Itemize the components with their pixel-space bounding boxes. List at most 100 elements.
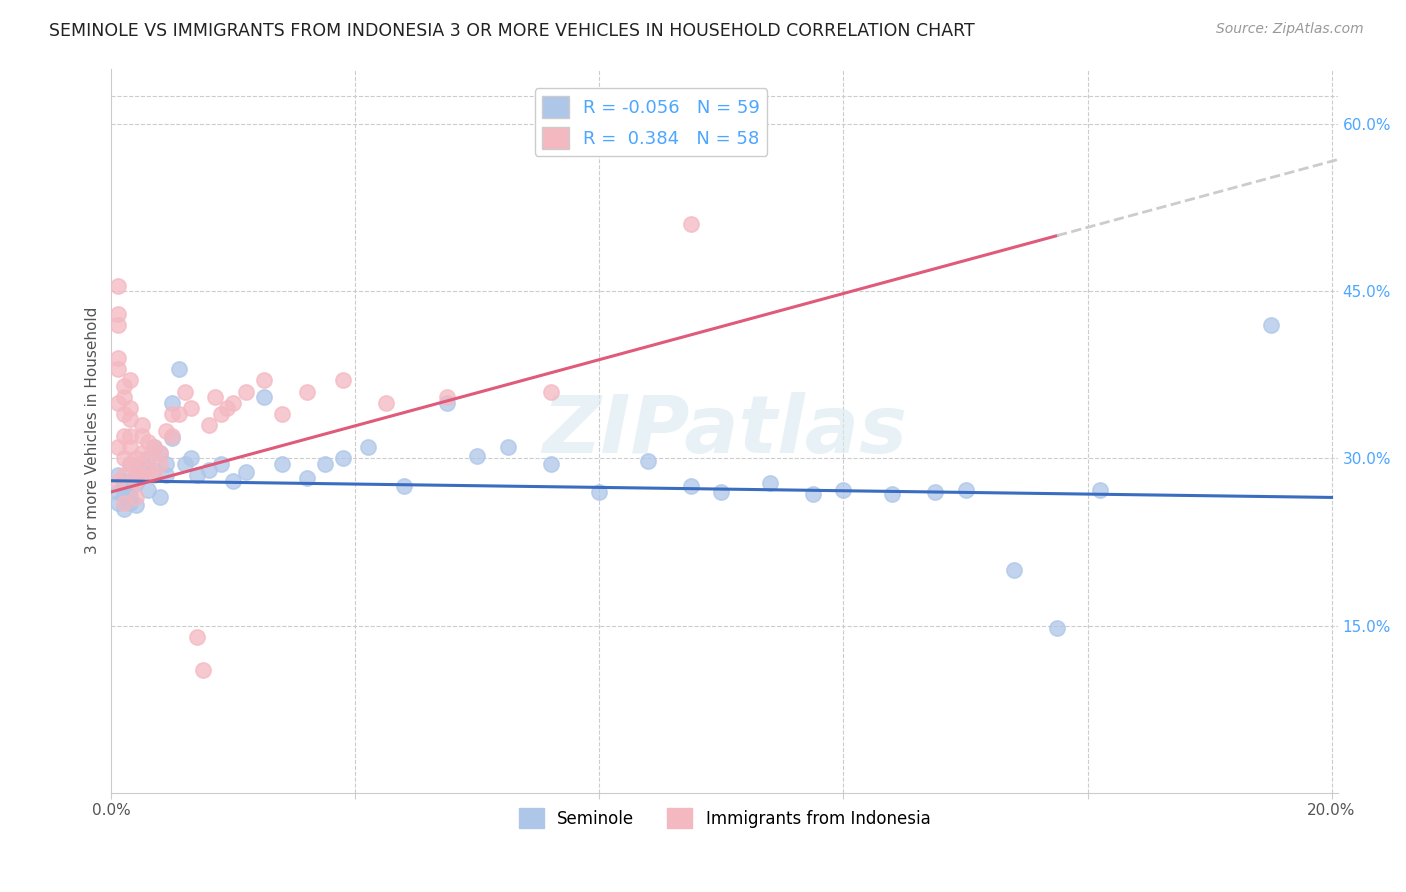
Point [112, 429, 135, 443]
Point [112, 479, 135, 493]
Point [125, 451, 148, 466]
Point [107, 496, 129, 510]
Point [118, 440, 141, 454]
Point [136, 434, 159, 449]
Text: SEMINOLE VS IMMIGRANTS FROM INDONESIA 3 OR MORE VEHICLES IN HOUSEHOLD CORRELATIO: SEMINOLE VS IMMIGRANTS FROM INDONESIA 3 … [49, 22, 974, 40]
Point [467, 449, 489, 463]
Point [882, 487, 904, 501]
Point [924, 484, 946, 499]
Point [118, 374, 141, 388]
Point [180, 401, 202, 416]
Point [118, 412, 141, 426]
Point [136, 451, 159, 466]
Point [235, 465, 257, 479]
Point [107, 307, 129, 321]
Point [832, 483, 855, 497]
Point [198, 417, 221, 432]
Point [112, 468, 135, 483]
Point [271, 457, 294, 471]
Point [167, 407, 190, 421]
Point [496, 440, 519, 454]
Point [271, 407, 294, 421]
Point [125, 491, 148, 505]
Point [125, 498, 148, 512]
Point [180, 451, 202, 466]
Point [637, 453, 659, 467]
Point [112, 496, 135, 510]
Point [801, 487, 824, 501]
Point [131, 417, 153, 432]
Point [107, 351, 129, 366]
Point [112, 390, 135, 404]
Point [710, 484, 733, 499]
Point [143, 440, 166, 454]
Point [107, 395, 129, 409]
Point [118, 457, 141, 471]
Point [436, 390, 458, 404]
Point [112, 451, 135, 466]
Point [107, 278, 129, 293]
Point [107, 484, 129, 499]
Text: Source: ZipAtlas.com: Source: ZipAtlas.com [1216, 22, 1364, 37]
Point [149, 446, 172, 460]
Point [332, 451, 354, 466]
Point [125, 474, 148, 488]
Point [112, 487, 135, 501]
Point [112, 474, 135, 488]
Point [394, 479, 416, 493]
Point [679, 218, 702, 232]
Point [759, 475, 782, 490]
Point [540, 457, 562, 471]
Point [143, 440, 166, 454]
Point [143, 462, 166, 476]
Point [235, 384, 257, 399]
Point [253, 374, 276, 388]
Point [118, 429, 141, 443]
Point [173, 384, 195, 399]
Point [131, 462, 153, 476]
Point [295, 384, 318, 399]
Point [222, 474, 245, 488]
Point [136, 451, 159, 466]
Point [162, 429, 184, 443]
Point [136, 483, 159, 497]
Point [1088, 483, 1111, 497]
Point [131, 457, 153, 471]
Point [118, 457, 141, 471]
Point [107, 440, 129, 454]
Point [1002, 563, 1025, 577]
Point [131, 446, 153, 460]
Point [125, 468, 148, 483]
Point [332, 374, 354, 388]
Point [540, 384, 562, 399]
Point [155, 468, 177, 483]
Point [112, 501, 135, 516]
Point [295, 471, 318, 485]
Point [155, 457, 177, 471]
Point [112, 407, 135, 421]
Point [107, 474, 129, 488]
Point [125, 462, 148, 476]
Point [107, 318, 129, 332]
Y-axis label: 3 or more Vehicles in Household: 3 or more Vehicles in Household [86, 307, 100, 554]
Point [118, 401, 141, 416]
Point [436, 395, 458, 409]
Point [679, 479, 702, 493]
Point [131, 468, 153, 483]
Point [112, 379, 135, 393]
Point [125, 475, 148, 490]
Point [173, 457, 195, 471]
Point [198, 462, 221, 476]
Point [162, 407, 184, 421]
Point [136, 462, 159, 476]
Point [167, 362, 190, 376]
Point [209, 457, 232, 471]
Point [253, 390, 276, 404]
Point [191, 663, 214, 677]
Point [149, 457, 172, 471]
Point [118, 496, 141, 510]
Point [186, 630, 208, 644]
Point [222, 395, 245, 409]
Legend: Seminole, Immigrants from Indonesia: Seminole, Immigrants from Indonesia [512, 801, 938, 835]
Point [149, 446, 172, 460]
